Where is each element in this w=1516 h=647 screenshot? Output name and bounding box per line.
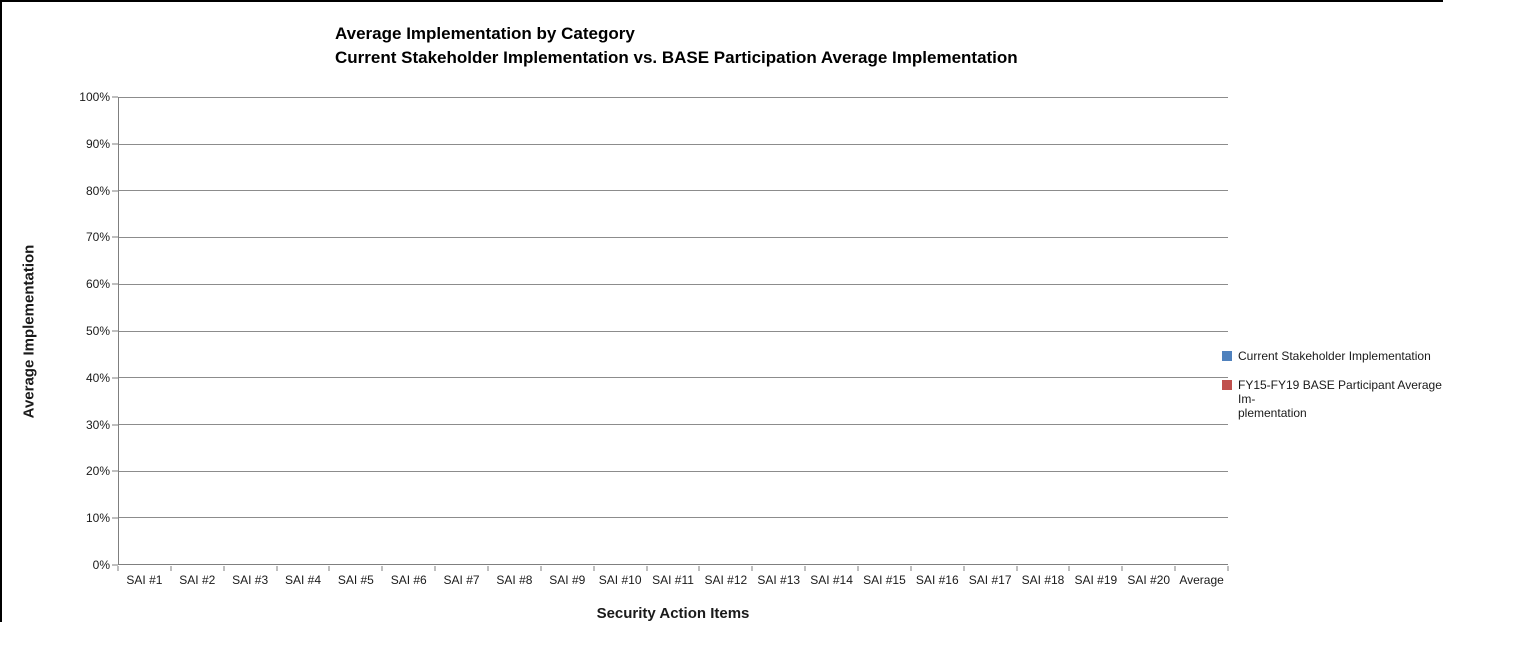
gridline (119, 470, 1228, 472)
x-tick-mark (593, 566, 595, 571)
gridline (119, 190, 1228, 192)
x-category-label: Average (1179, 573, 1224, 587)
x-tick-mark (434, 566, 436, 571)
x-tick-mark (646, 566, 648, 571)
y-tick-label: 70% (85, 230, 110, 245)
y-tick-mark (112, 96, 118, 98)
y-tick-mark (112, 377, 118, 379)
plot-area (118, 97, 1228, 565)
x-tick-mark (1016, 566, 1018, 571)
x-tick-mark (1068, 566, 1070, 571)
legend-label-line: FY15-FY19 BASE Participant Average Im- (1238, 378, 1442, 406)
gridline (119, 517, 1228, 519)
gridline (119, 97, 1228, 98)
x-category-label: SAI #1 (126, 573, 163, 587)
x-tick-mark (857, 566, 859, 571)
x-tick-mark (1174, 566, 1176, 571)
y-tick-label: 100% (79, 90, 110, 104)
y-tick-mark (112, 517, 118, 519)
y-tick-mark (112, 236, 118, 238)
legend-item-current-stakeholder: Current Stakeholder Implementation (1222, 349, 1462, 363)
x-category-label: SAI #5 (337, 573, 374, 587)
gridline (119, 423, 1228, 425)
y-axis-ticks (112, 96, 118, 566)
y-tick-mark (112, 424, 118, 426)
legend-label-line: Current Stakeholder Implementation (1238, 349, 1431, 363)
x-tick-mark (1227, 566, 1229, 571)
gridline (119, 237, 1228, 239)
y-axis-labels: 100% 90% 80% 70% 60% 50% 40% 30% 20% 10% 0% (0, 90, 110, 572)
y-tick-label: 90% (85, 136, 110, 151)
gridline (119, 283, 1228, 285)
y-tick-mark (112, 564, 118, 566)
x-category-label: SAI #20 (1127, 573, 1171, 587)
x-category-label: SAI #15 (863, 573, 906, 587)
x-category-label: SAI #6 (390, 573, 427, 587)
chart-frame-border-top (0, 0, 1443, 2)
gridline (119, 143, 1228, 145)
y-tick-mark (112, 283, 118, 285)
y-tick-mark (112, 470, 118, 472)
y-tick-label: 80% (85, 183, 110, 198)
x-tick-mark (223, 566, 225, 571)
chart-title-line1: Average Implementation by Category (335, 24, 635, 43)
x-category-label: SAI #16 (915, 573, 959, 587)
chart-frame-border-left (0, 0, 2, 622)
gridline (119, 377, 1228, 379)
y-tick-label: 50% (85, 324, 110, 338)
chart-title: Average Implementation by Category Curre… (335, 22, 1018, 70)
legend-swatch-blue (1222, 351, 1232, 361)
x-category-label: SAI #11 (652, 573, 694, 587)
x-category-label: SAI #13 (757, 573, 801, 587)
x-axis-labels: SAI #1 SAI #2 SAI #3 SAI #4 SAI #5 SAI #6 SAI … (118, 573, 1228, 588)
y-tick-mark (112, 330, 118, 332)
x-axis-title: Security Action Items (596, 605, 750, 622)
x-category-label: SAI #12 (704, 573, 748, 587)
y-tick-label: 10% (85, 511, 110, 526)
x-category-label: SAI #14 (810, 573, 853, 587)
y-tick-label: 40% (85, 370, 110, 385)
x-tick-mark (170, 566, 172, 571)
x-category-label: SAI #9 (549, 573, 586, 587)
legend-label-line: plementation (1238, 406, 1307, 420)
x-category-label: SAI #4 (284, 573, 322, 587)
chart-title-line2: Current Stakeholder Implementation vs. B… (335, 48, 1018, 67)
x-category-label: SAI #8 (496, 573, 533, 587)
x-category-label: SAI #2 (179, 573, 216, 587)
x-tick-mark (276, 566, 278, 571)
gridline (119, 330, 1228, 332)
x-category-label: SAI #18 (1021, 573, 1065, 587)
x-tick-mark (381, 566, 383, 571)
x-category-label: SAI #10 (598, 573, 642, 587)
x-tick-mark (963, 566, 965, 571)
y-tick-mark (112, 190, 118, 192)
x-tick-mark (328, 566, 330, 571)
legend-item-base-participant-average: FY15-FY19 BASE Participant Average Im- p… (1222, 378, 1462, 420)
legend: Current Stakeholder Implementation FY15-… (1222, 349, 1462, 435)
y-tick-label: 20% (85, 464, 110, 479)
x-tick-mark (804, 566, 806, 571)
x-tick-mark (540, 566, 542, 571)
x-category-label: SAI #17 (968, 573, 1012, 587)
x-axis-ticks (117, 566, 1229, 571)
x-category-label: SAI #3 (232, 573, 269, 587)
legend-swatch-red (1222, 380, 1232, 390)
legend-label: Current Stakeholder Implementation (1238, 349, 1431, 363)
x-category-label: SAI #7 (443, 573, 480, 587)
x-tick-mark (910, 566, 912, 571)
y-tick-mark (112, 143, 118, 145)
x-tick-mark (751, 566, 753, 571)
y-tick-label: 60% (85, 277, 110, 292)
x-tick-mark (487, 566, 489, 571)
x-tick-mark (698, 566, 700, 571)
y-tick-label: 0% (92, 558, 110, 572)
x-category-label: SAI #19 (1074, 573, 1118, 587)
legend-label: FY15-FY19 BASE Participant Average Im- p… (1238, 378, 1462, 420)
x-tick-mark (117, 566, 119, 571)
x-tick-mark (1121, 566, 1123, 571)
y-tick-label: 30% (85, 417, 110, 432)
